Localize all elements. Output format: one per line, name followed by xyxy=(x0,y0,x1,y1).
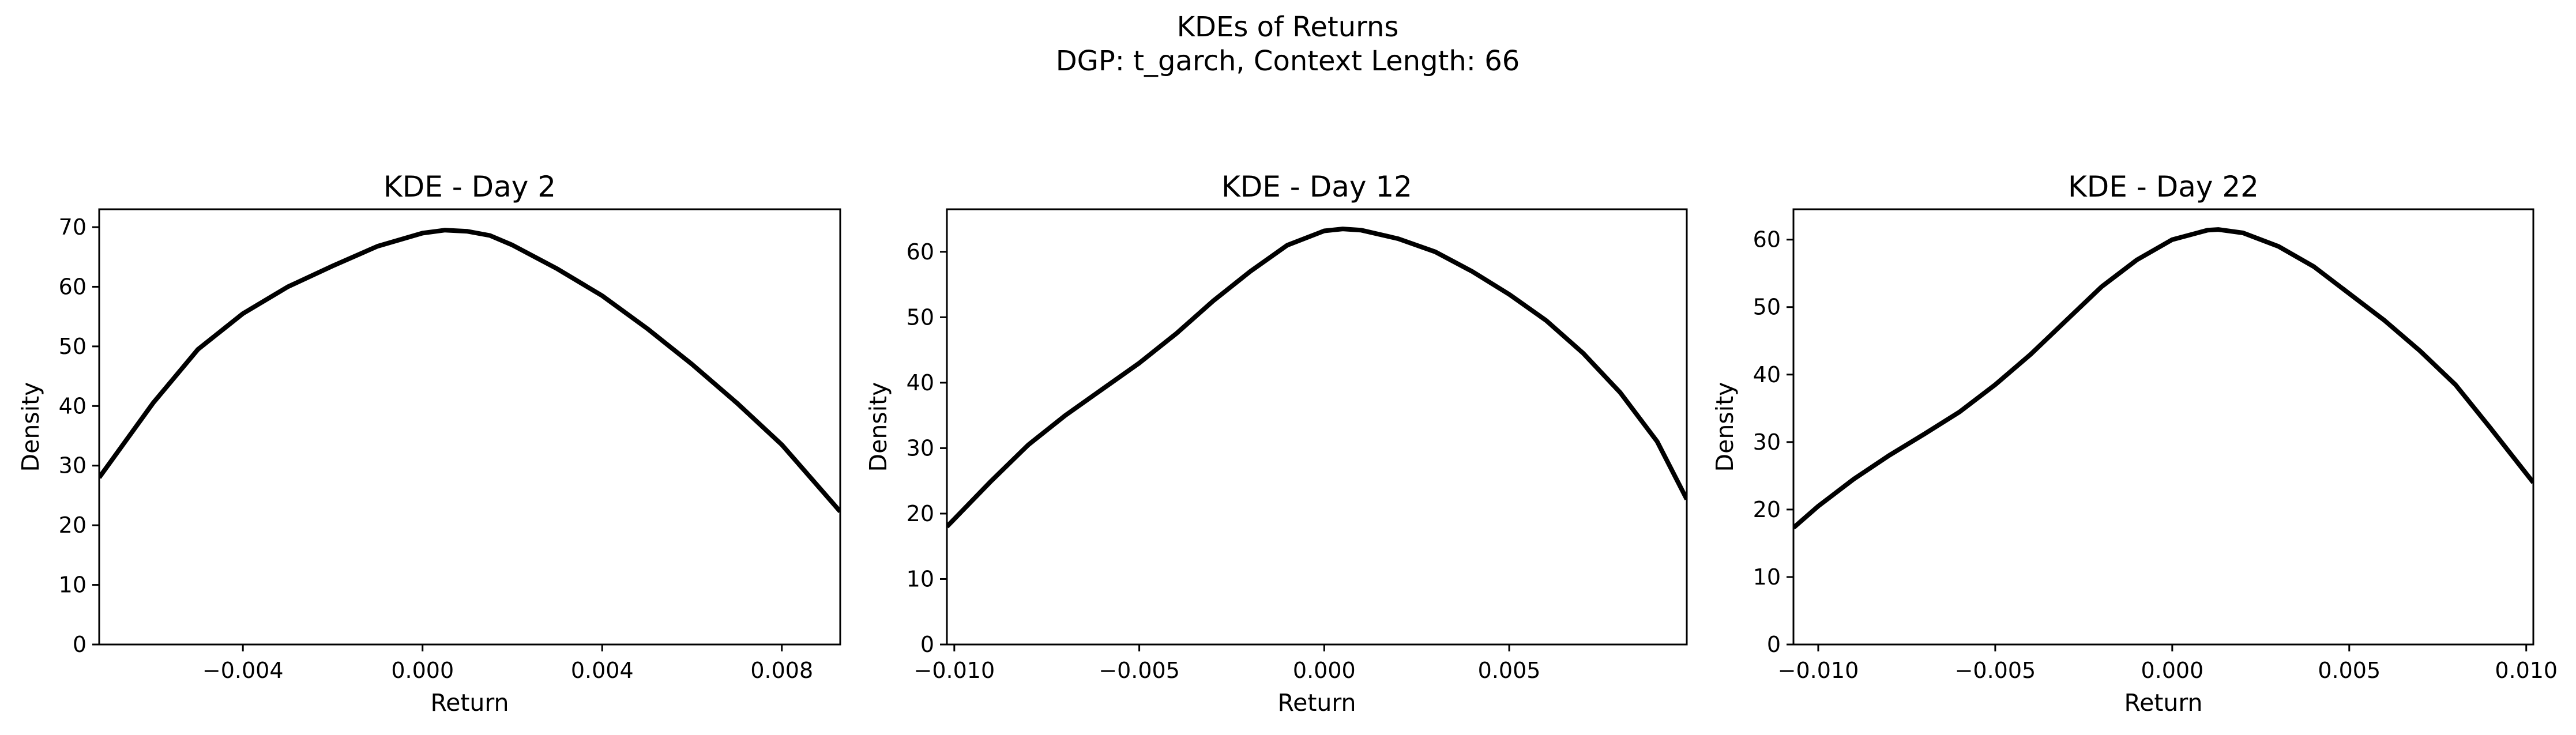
kde-day-22-panel: −0.010 −0.005 0.000 0.005 0.010 0 10 20 30 40 50 60… xyxy=(1711,170,2558,717)
x-axis-label: Return xyxy=(1277,689,1356,717)
y-tick-label: 20 xyxy=(59,512,87,538)
figure-subtitle: DGP: t_garch, Context Length: 66 xyxy=(1056,45,1520,77)
y-tick-label: 0 xyxy=(73,632,87,657)
kde-curve xyxy=(1793,227,2533,530)
x-tick-label: −0.010 xyxy=(914,658,995,683)
x-tick-label: 0.010 xyxy=(2495,658,2558,683)
kde-day-12-panel: −0.010 −0.005 0.000 0.005 0 10 20 30 40 50 60 KDE -… xyxy=(864,170,1688,717)
y-tick-label: 50 xyxy=(907,304,934,330)
y-tick-label: 10 xyxy=(907,566,934,591)
panel-title: KDE - Day 22 xyxy=(2068,170,2259,203)
axes-frame xyxy=(1792,208,2534,646)
y-axis-label: Density xyxy=(17,382,44,472)
x-tick-label: 0.005 xyxy=(1478,658,1541,683)
figure-title: KDEs of Returns xyxy=(1177,11,1399,43)
panel-title: KDE - Day 2 xyxy=(383,170,556,203)
x-tick-label: 0.000 xyxy=(391,658,454,683)
kde-curve xyxy=(99,228,840,514)
x-tick-label: 0.004 xyxy=(571,658,634,683)
y-tick-label: 0 xyxy=(920,632,934,657)
x-tick-label: 0.005 xyxy=(2318,658,2381,683)
x-tick-label: −0.005 xyxy=(1955,658,2036,683)
y-tick-label: 60 xyxy=(1753,227,1781,252)
kde-curve xyxy=(947,227,1687,529)
axes-frame xyxy=(98,208,841,646)
kde-day-2-panel: −0.004 0.000 0.004 0.008 0 10 20 30 40 50 60 70 KDE … xyxy=(17,170,841,717)
y-tick-label: 0 xyxy=(1767,632,1781,657)
y-tick-label: 40 xyxy=(907,370,934,395)
panel-title: KDE - Day 12 xyxy=(1221,170,1412,203)
y-tick-label: 50 xyxy=(59,334,87,359)
x-tick-label: −0.010 xyxy=(1778,658,1859,683)
y-tick-label: 30 xyxy=(907,435,934,461)
y-tick-label: 70 xyxy=(59,214,87,240)
y-tick-label: 30 xyxy=(1753,429,1781,455)
x-tick-label: 0.000 xyxy=(2141,658,2203,683)
y-tick-label: 60 xyxy=(907,239,934,265)
x-tick-label: 0.000 xyxy=(1293,658,1356,683)
y-tick-label: 30 xyxy=(59,453,87,478)
y-axis-label: Density xyxy=(864,382,892,472)
x-axis-label: Return xyxy=(430,689,509,717)
axes-frame xyxy=(946,208,1688,646)
y-axis-label: Density xyxy=(1711,382,1739,472)
y-tick-label: 40 xyxy=(59,393,87,419)
y-tick-label: 60 xyxy=(59,274,87,299)
x-axis-label: Return xyxy=(2124,689,2202,717)
x-tick-label: −0.005 xyxy=(1099,658,1180,683)
y-tick-label: 10 xyxy=(1753,564,1781,590)
y-tick-label: 40 xyxy=(1753,362,1781,387)
y-tick-label: 20 xyxy=(1753,497,1781,522)
x-tick-label: 0.008 xyxy=(750,658,813,683)
y-tick-label: 20 xyxy=(907,501,934,526)
y-tick-label: 10 xyxy=(59,572,87,598)
x-tick-label: −0.004 xyxy=(202,658,284,683)
y-tick-label: 50 xyxy=(1753,295,1781,320)
